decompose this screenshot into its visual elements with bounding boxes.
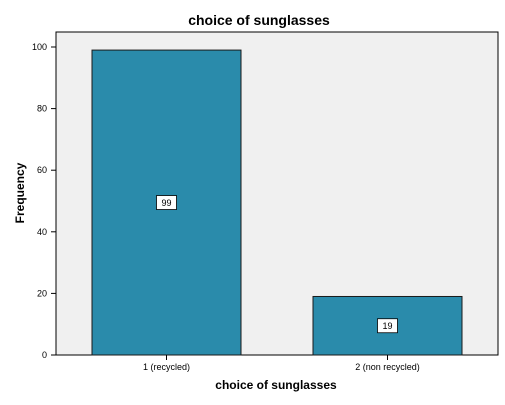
x-axis-title: choice of sunglasses xyxy=(215,378,337,392)
x-axis: 1 (recycled) 2 (non recycled) xyxy=(143,355,420,372)
x-tick-label: 2 (non recycled) xyxy=(355,362,420,372)
y-tick-label: 0 xyxy=(42,350,47,360)
y-axis-title: Frequency xyxy=(13,162,27,223)
data-label: 99 xyxy=(161,198,171,208)
y-tick-label: 20 xyxy=(37,288,47,298)
chart-title: choice of sunglasses xyxy=(188,12,330,28)
y-tick-label: 40 xyxy=(37,227,47,237)
y-tick-label: 100 xyxy=(32,42,47,52)
y-axis: 0 20 40 60 80 100 xyxy=(32,42,56,360)
data-label-box xyxy=(377,318,398,334)
data-label-box xyxy=(156,195,177,210)
data-label: 19 xyxy=(382,321,392,331)
y-tick-label: 60 xyxy=(37,165,47,175)
bars: 99 19 xyxy=(91,49,463,356)
y-tick-label: 80 xyxy=(37,104,47,114)
x-tick-label: 1 (recycled) xyxy=(143,362,190,372)
